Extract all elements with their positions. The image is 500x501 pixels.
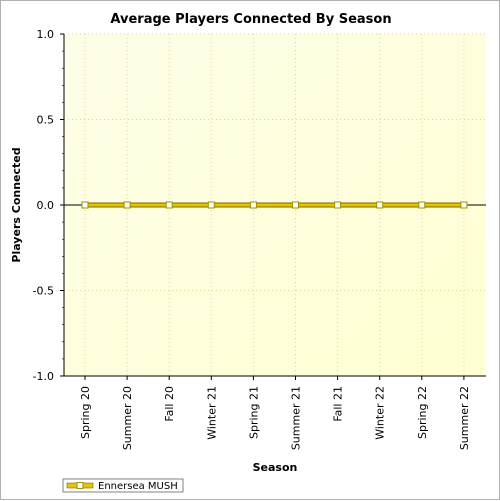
legend-box (62, 478, 184, 493)
data-point (81, 201, 89, 209)
data-point (165, 201, 173, 209)
y-tick-labels: 1.0 0.5 0.0 -0.5 -1.0 (33, 28, 54, 383)
data-point (376, 201, 384, 209)
legend-label: Ennersea MUSH (98, 481, 178, 492)
y-tick-label: -1.0 (33, 370, 54, 383)
x-tick-label: Spring 21 (247, 386, 260, 439)
x-tick-label: Fall 21 (332, 386, 345, 422)
x-tick-label: Spring 20 (79, 386, 92, 439)
data-point (207, 201, 215, 209)
y-tick-label: 1.0 (37, 28, 55, 41)
x-tick-label: Summer 22 (458, 386, 471, 450)
legend-swatch-marker (76, 482, 84, 489)
x-tick-label: Summer 21 (290, 386, 303, 450)
data-point (334, 201, 342, 209)
series-layer (81, 201, 468, 209)
data-point (123, 201, 131, 209)
x-tick-label: Fall 20 (163, 386, 176, 422)
y-axis-title: Players Connected (10, 147, 23, 262)
x-axis-title: Season (253, 461, 298, 474)
x-tick-label: Spring 22 (416, 386, 429, 439)
y-tick-label: 0.0 (37, 199, 55, 212)
data-point (460, 201, 468, 209)
x-tick-label: Winter 22 (374, 386, 387, 440)
y-tick-label: -0.5 (33, 285, 54, 298)
data-point (249, 201, 257, 209)
x-tick-label: Summer 20 (121, 386, 134, 450)
chart-title: Average Players Connected By Season (110, 12, 391, 27)
x-tick-label: Winter 21 (205, 386, 218, 440)
x-tick-labels: Spring 20 Summer 20 Fall 20 Winter 21 Spring… (79, 386, 471, 450)
y-tick-label: 0.5 (37, 114, 55, 127)
legend: Ennersea MUSH (62, 478, 184, 493)
data-point (418, 201, 426, 209)
grid (64, 33, 486, 377)
data-point (292, 201, 299, 209)
